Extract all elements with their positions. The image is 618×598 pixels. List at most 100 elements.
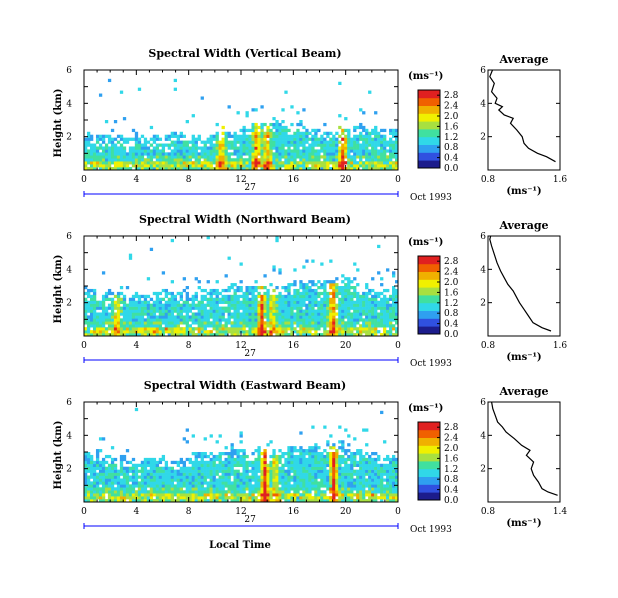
heatmap-cell: [89, 496, 94, 500]
heatmap-cell: [257, 499, 261, 503]
heatmap-cell: [377, 306, 381, 310]
heatmap-cell: [248, 291, 252, 296]
heatmap-cell: [245, 472, 249, 476]
heatmap-cell: [389, 333, 393, 337]
heatmap-cell: [236, 297, 240, 301]
heatmap-cell: [122, 333, 127, 337]
heatmap-cell: [284, 294, 288, 299]
heatmap-cell: [260, 303, 264, 307]
heatmap-cell: [320, 164, 324, 168]
heatmap-cell: [374, 300, 378, 304]
heatmap-cell: [326, 324, 330, 328]
heatmap-cell: [320, 460, 324, 465]
heatmap-cell: [185, 466, 189, 470]
heatmap-cell: [377, 303, 381, 307]
heatmap-cell: [245, 484, 249, 488]
heatmap-cell: [353, 315, 357, 319]
heatmap-cell: [386, 315, 390, 319]
heatmap-cell: [287, 490, 291, 494]
heatmap-cell: [389, 330, 393, 334]
heatmap-cell: [392, 327, 396, 331]
heatmap-cell: [284, 499, 288, 503]
heatmap-cell: [230, 312, 234, 316]
heatmap-cell: [176, 303, 180, 307]
heatmap-cell: [251, 128, 255, 133]
heatmap-cell: [299, 122, 303, 127]
heatmap-cell: [260, 164, 264, 168]
heatmap-cell: [260, 143, 264, 147]
heatmap-cell: [341, 303, 345, 307]
heatmap-cell: [290, 167, 294, 171]
heatmap-cell: [254, 321, 258, 325]
heatmap-cell: [368, 164, 372, 168]
heatmap-cell: [239, 324, 243, 328]
heatmap-cell: [128, 466, 133, 470]
heatmap-cell: [206, 499, 210, 503]
heatmap-cell: [293, 131, 297, 135]
heatmap-cell: [134, 466, 139, 470]
heatmap-cell: [125, 487, 130, 491]
heatmap-cell: [287, 452, 291, 456]
heatmap-cell: [338, 457, 342, 462]
heatmap-cell: [323, 312, 327, 316]
heatmap-cell: [338, 469, 342, 473]
heatmap-cell: [242, 134, 246, 138]
heatmap-cell: [188, 315, 192, 319]
heatmap-cell: [161, 472, 166, 476]
heatmap-cell: [266, 499, 270, 503]
colorbar-tick-label: 1.6: [444, 288, 459, 298]
heatmap-cell: [290, 122, 294, 127]
heatmap-cell: [311, 134, 315, 138]
heatmap-cell: [203, 294, 207, 299]
heatmap-cell: [281, 463, 285, 467]
heatmap-cell: [113, 306, 118, 310]
heatmap-cell: [251, 155, 255, 159]
heatmap-cell: [350, 466, 354, 470]
heatmap-cell: [296, 499, 300, 503]
colorbar-tick-label: 0.8: [444, 143, 459, 153]
heatmap-cell: [125, 152, 130, 156]
heatmap-cell: [209, 452, 213, 456]
heatmap-cell: [221, 146, 225, 150]
heatmap-cell: [362, 481, 366, 485]
heatmap-cell: [92, 158, 97, 162]
heatmap-cell: [332, 318, 336, 322]
heatmap-cell: [170, 161, 175, 165]
heatmap-cell: [191, 137, 195, 141]
heatmap-cell: [281, 306, 285, 310]
heatmap-cell: [89, 318, 94, 322]
heatmap-cell: [134, 490, 139, 494]
heatmap-cell: [335, 469, 339, 473]
heatmap-cell: [239, 487, 243, 491]
heatmap-cell: [236, 449, 240, 453]
heatmap-cell: [221, 452, 225, 456]
heatmap-cell: [101, 481, 106, 485]
heatmap-cell: [242, 499, 246, 503]
heatmap-cell: [242, 493, 246, 497]
heatmap-cell: [356, 268, 360, 272]
heatmap-cell: [383, 309, 387, 313]
heatmap-cell: [182, 460, 186, 465]
heatmap-cell: [302, 297, 306, 301]
heatmap-cell: [179, 496, 183, 500]
heatmap-cell: [221, 143, 225, 147]
heatmap-cell: [128, 306, 133, 310]
heatmap-cell: [329, 457, 333, 462]
heatmap-cell: [392, 271, 396, 275]
heatmap-cell: [281, 134, 285, 138]
heatmap-cell: [125, 309, 130, 313]
heatmap-cell: [263, 137, 267, 141]
heatmap-cell: [218, 478, 222, 482]
heatmap-cell: [353, 321, 357, 325]
heatmap-cell: [302, 449, 306, 453]
heatmap-cell: [326, 134, 330, 138]
heatmap-cell: [299, 134, 303, 138]
heatmap-cell: [98, 437, 103, 441]
heatmap-cell: [320, 315, 324, 319]
heatmap-cell: [377, 244, 381, 249]
heatmap-cell: [293, 152, 297, 156]
heatmap-cell: [380, 128, 384, 133]
heatmap-cell: [134, 315, 139, 319]
heatmap-cell: [218, 487, 222, 491]
heatmap-cell: [284, 333, 288, 337]
